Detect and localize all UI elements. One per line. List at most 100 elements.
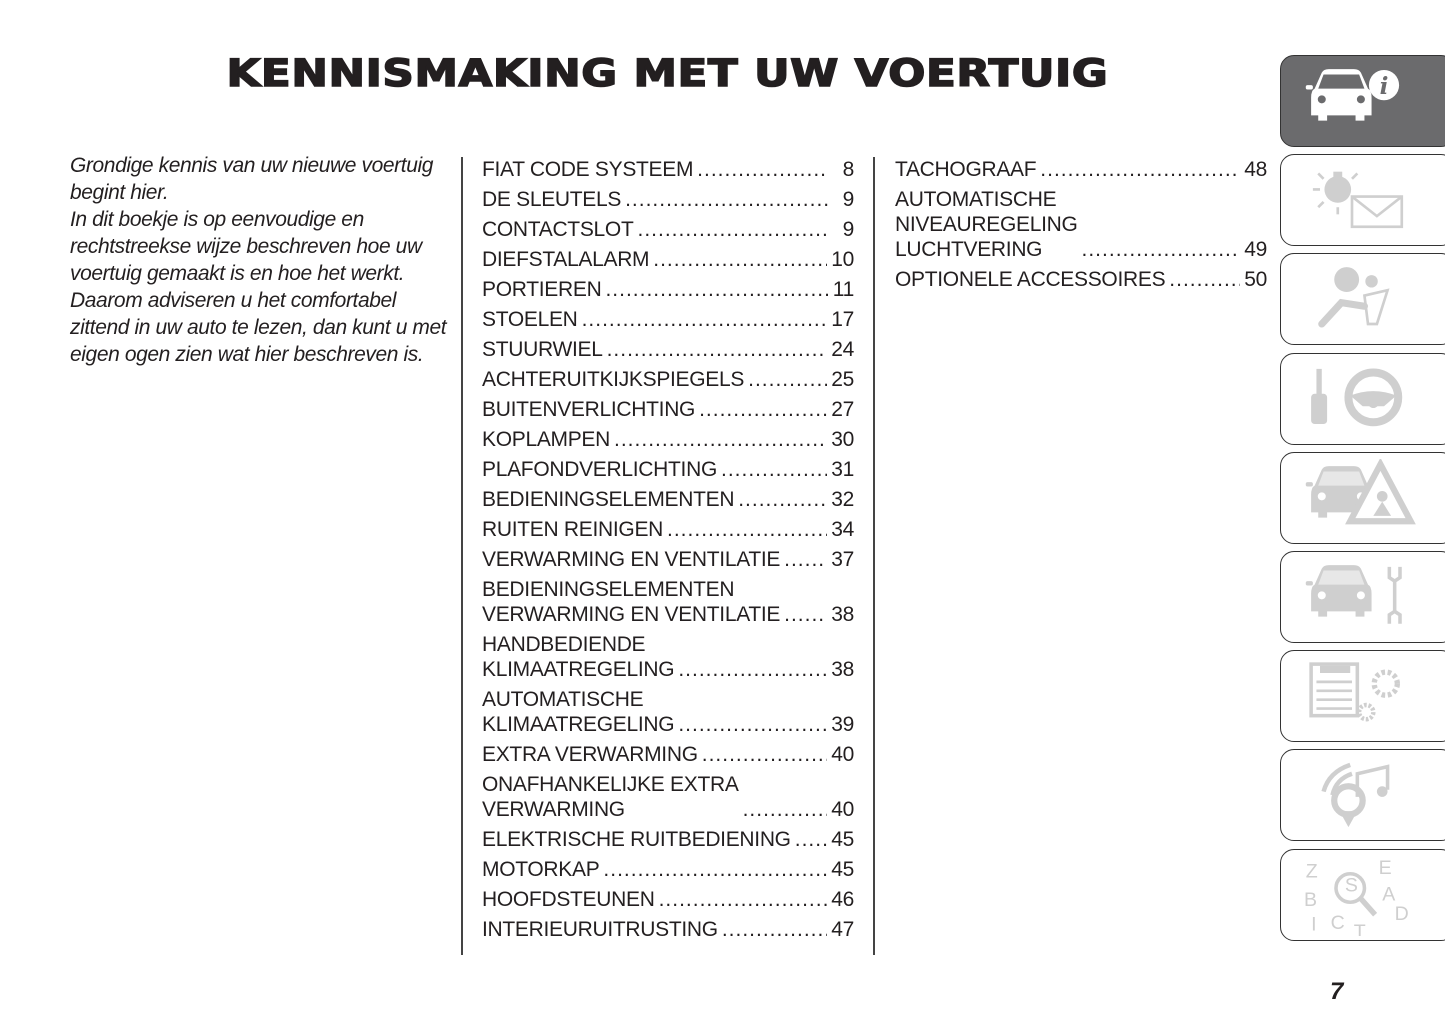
svg-text:E: E bbox=[1379, 856, 1392, 878]
toc-label: ONAFHANKELIJKE EXTRA VERWARMING bbox=[482, 773, 739, 821]
chapter-tab[interactable] bbox=[1280, 551, 1445, 643]
toc-page: 46 bbox=[831, 888, 854, 911]
toc-column-2: TACHOGRAAF 48 AUTOMATISCHE NIVEAUREGELING … bbox=[895, 157, 1267, 297]
toc-label: BEDIENINGSELEMENTEN bbox=[482, 488, 735, 511]
svg-text:C: C bbox=[1331, 911, 1345, 933]
toc-label: MOTORKAP bbox=[482, 858, 600, 881]
toc-page: 30 bbox=[831, 428, 854, 451]
dot-leader bbox=[743, 797, 828, 822]
toc-entry[interactable]: KOPLAMPEN 30 bbox=[482, 427, 854, 452]
chapter-tab[interactable] bbox=[1280, 253, 1445, 346]
dot-leader bbox=[784, 547, 827, 572]
toc-page: 45 bbox=[831, 828, 854, 851]
intro-paragraph: Daarom adviseren u het comfortabel zitte… bbox=[70, 289, 447, 366]
toc-entry[interactable]: MOTORKAP 45 bbox=[482, 857, 854, 882]
toc-entry[interactable]: FIAT CODE SYSTEEM 8 bbox=[482, 157, 854, 182]
toc-label: STOELEN bbox=[482, 308, 578, 331]
toc-column-1: FIAT CODE SYSTEEM8 DE SLEUTELS9 CONTACTSLO… bbox=[482, 157, 854, 947]
toc-page: 47 bbox=[831, 918, 854, 941]
toc-label: OPTIONELE ACCESSOIRES bbox=[895, 268, 1166, 291]
dot-leader bbox=[697, 157, 828, 182]
toc-label: KOPLAMPEN bbox=[482, 428, 611, 451]
toc-entry[interactable]: BUITENVERLICHTING 27 bbox=[482, 397, 854, 422]
dot-leader bbox=[795, 827, 828, 852]
toc-entry[interactable]: CONTACTSLOT 9 bbox=[482, 217, 854, 242]
toc-page: 9 bbox=[842, 218, 855, 241]
chapter-tab[interactable] bbox=[1280, 352, 1445, 445]
toc-page: 38 bbox=[831, 658, 854, 681]
toc-entry[interactable]: ACHTERUITKIJKSPIEGELS 25 bbox=[482, 367, 854, 392]
chapter-tab[interactable]: i bbox=[1280, 55, 1445, 147]
dot-leader bbox=[637, 217, 828, 242]
dot-leader bbox=[784, 602, 827, 627]
toc-entry[interactable]: VERWARMING EN VENTILATIE 37 bbox=[482, 547, 854, 572]
dot-leader bbox=[607, 337, 828, 362]
toc-entry[interactable]: EXTRA VERWARMING 40 bbox=[482, 742, 854, 767]
toc-label: TACHOGRAAF bbox=[895, 158, 1037, 181]
dot-leader bbox=[605, 277, 828, 302]
intro-text: Grondige kennis van uw nieuwe voertuig b… bbox=[70, 152, 450, 368]
toc-entry[interactable]: AUTOMATISCHE KLIMAATREGELING 39 bbox=[482, 687, 854, 737]
dot-leader bbox=[1169, 267, 1240, 292]
toc-page: 48 bbox=[1244, 158, 1267, 181]
toc-entry[interactable]: RUITEN REINIGEN 34 bbox=[482, 517, 854, 542]
svg-text:D: D bbox=[1395, 903, 1409, 925]
airbag-seatbelt-icon bbox=[1318, 267, 1390, 328]
toc-entry[interactable]: BEDIENINGSELEMENTEN 32 bbox=[482, 487, 854, 512]
toc-page: 40 bbox=[831, 743, 854, 766]
chapter-tab[interactable] bbox=[1280, 650, 1445, 743]
toc-label: CONTACTSLOT bbox=[482, 218, 634, 241]
dot-leader bbox=[603, 857, 827, 882]
toc-label: EXTRA VERWARMING bbox=[482, 743, 698, 766]
toc-entry[interactable]: BEDIENINGSELEMENTEN VERWARMING EN VENTIL… bbox=[482, 577, 854, 627]
toc-page: 32 bbox=[831, 488, 854, 511]
toc-entry[interactable]: OPTIONELE ACCESSOIRES 50 bbox=[895, 267, 1267, 292]
toc-label: INTERIEURUITRUSTING bbox=[482, 918, 718, 941]
svg-text:I: I bbox=[1311, 913, 1316, 935]
toc-label: RUITEN REINIGEN bbox=[482, 518, 664, 541]
toc-page: 34 bbox=[831, 518, 854, 541]
toc-entry[interactable]: TACHOGRAAF 48 bbox=[895, 157, 1267, 182]
toc-entry[interactable]: STOELEN 17 bbox=[482, 307, 854, 332]
toc-entry[interactable]: STUURWIEL 24 bbox=[482, 337, 854, 362]
toc-page: 17 bbox=[831, 308, 854, 331]
dot-leader bbox=[748, 367, 827, 392]
dot-leader bbox=[625, 187, 828, 212]
dot-leader bbox=[659, 887, 828, 912]
toc-entry[interactable]: INTERIEURUITRUSTING 47 bbox=[482, 917, 854, 942]
chapter-tab[interactable] bbox=[1280, 154, 1445, 247]
toc-label: BEDIENINGSELEMENTEN VERWARMING EN VENTIL… bbox=[482, 578, 781, 626]
column-divider bbox=[873, 157, 875, 955]
svg-text:T: T bbox=[1354, 920, 1366, 935]
alphabetical-index-search-icon: Z ES A B D I C T bbox=[1304, 856, 1409, 935]
warning-light-message-icon bbox=[1312, 171, 1404, 229]
toc-entry[interactable]: ONAFHANKELIJKE EXTRA VERWARMING 40 bbox=[482, 772, 854, 822]
toc-page: 31 bbox=[831, 458, 854, 481]
toc-label: BUITENVERLICHTING bbox=[482, 398, 696, 421]
toc-entry[interactable]: PLAFONDVERLICHTING 31 bbox=[482, 457, 854, 482]
toc-entry[interactable]: AUTOMATISCHE NIVEAUREGELING LUCHTVERING 4… bbox=[895, 187, 1267, 262]
toc-page: 49 bbox=[1244, 238, 1267, 261]
toc-page: 39 bbox=[831, 713, 854, 736]
dot-leader bbox=[1082, 237, 1241, 262]
column-divider bbox=[461, 157, 463, 955]
chapter-tab[interactable] bbox=[1280, 451, 1445, 544]
dot-leader bbox=[738, 487, 827, 512]
toc-entry[interactable]: PORTIEREN 11 bbox=[482, 277, 854, 302]
toc-entry[interactable]: ELEKTRISCHE RUITBEDIENING 45 bbox=[482, 827, 854, 852]
toc-entry[interactable]: DIEFSTALALARM 10 bbox=[482, 247, 854, 272]
specs-gears-icon bbox=[1309, 662, 1400, 722]
page-title: KENNISMAKING MET UW VOERTUIG bbox=[226, 51, 1109, 96]
toc-page: 38 bbox=[831, 603, 854, 626]
dot-leader bbox=[678, 712, 827, 737]
toc-entry[interactable]: HOOFDSTEUNEN 46 bbox=[482, 887, 854, 912]
toc-entry[interactable]: HANDBEDIENDE KLIMAATREGELING 38 bbox=[482, 632, 854, 682]
toc-page: 10 bbox=[831, 248, 854, 271]
toc-page: 24 bbox=[831, 338, 854, 361]
chapter-tab[interactable] bbox=[1280, 749, 1445, 842]
toc-entry[interactable]: DE SLEUTELS 9 bbox=[482, 187, 854, 212]
toc-page: 27 bbox=[831, 398, 854, 421]
toc-label: VERWARMING EN VENTILATIE bbox=[482, 548, 781, 571]
toc-label: HANDBEDIENDE KLIMAATREGELING bbox=[482, 633, 675, 681]
